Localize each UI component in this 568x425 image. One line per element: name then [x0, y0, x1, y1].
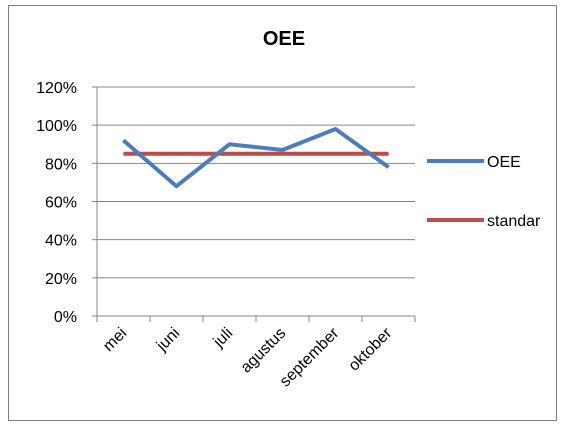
data-point-OEE [176, 185, 177, 187]
chart-title: OEE [263, 28, 305, 50]
x-tick-label: juni [153, 325, 183, 355]
x-tick-label: juli [210, 325, 237, 352]
x-tick-label: mei [100, 325, 130, 355]
legend-label-OEE: OEE [487, 154, 521, 171]
data-point-standar [176, 153, 177, 155]
y-tick-label: 120% [36, 80, 77, 97]
data-point-standar [335, 153, 336, 155]
x-tick-label: oktober [346, 324, 396, 374]
y-tick-label: 100% [36, 118, 77, 135]
x-tick-label: september [277, 324, 343, 390]
data-point-OEE [335, 128, 336, 130]
data-point-standar [229, 153, 230, 155]
chart-frame [8, 5, 557, 421]
series-line-OEE [122, 126, 390, 189]
data-point-standar [123, 153, 124, 155]
y-tick-label: 0% [54, 309, 77, 326]
data-point-standar [282, 153, 283, 155]
data-point-standar [388, 153, 389, 155]
y-tick-label: 20% [45, 271, 77, 288]
y-tick-label: 40% [45, 233, 77, 250]
data-point-OEE [123, 139, 124, 141]
legend-label-standar: standar [487, 213, 541, 230]
y-tick-label: 80% [45, 156, 77, 173]
data-point-OEE [229, 143, 230, 145]
data-point-OEE [388, 166, 389, 168]
x-tick-label: agustus [238, 325, 290, 377]
data-point-OEE [282, 149, 283, 151]
y-tick-label: 60% [45, 195, 77, 212]
